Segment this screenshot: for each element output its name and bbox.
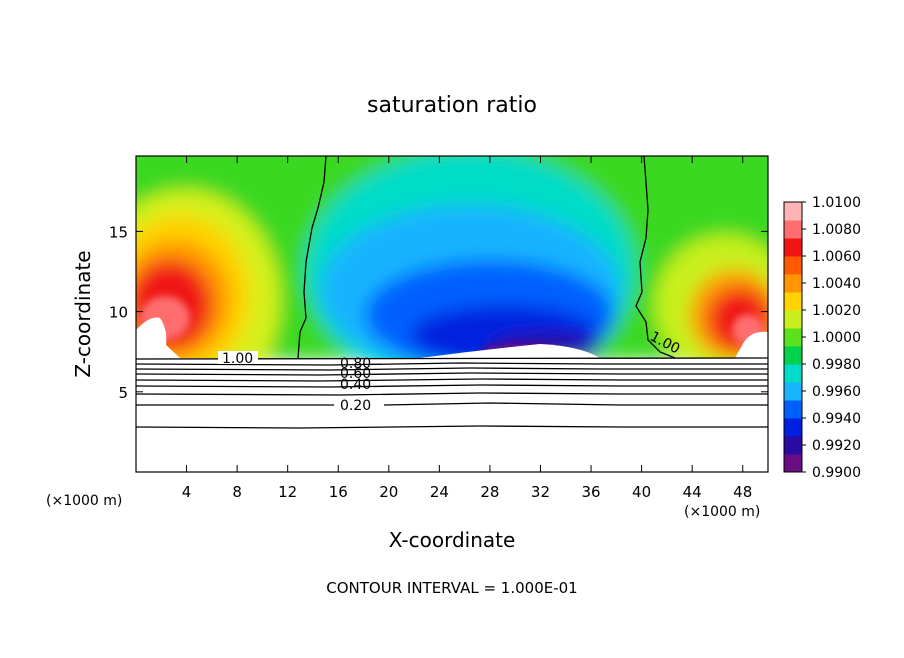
- colorbar-band: [784, 346, 802, 365]
- colorbar-band: [784, 202, 802, 221]
- x-tick-label: 4: [182, 483, 192, 501]
- contour-label-020: 0.20: [340, 398, 371, 414]
- x-tick-label: 28: [480, 483, 499, 501]
- colorbar-band: [784, 436, 802, 455]
- y-tick-label: 15: [109, 223, 128, 241]
- contour-label-060: 0.60: [340, 366, 371, 382]
- colorbar-label: 1.0080: [812, 222, 861, 238]
- colorbar-band: [784, 274, 802, 293]
- x-axis: 4 8 12 16 20 24 28 32 36 40 44 48: [182, 156, 752, 501]
- colorbar-band: [784, 364, 802, 383]
- x-tick-label: 16: [329, 483, 348, 501]
- x-tick-label: 12: [278, 483, 297, 501]
- x-tick-label: 36: [581, 483, 600, 501]
- colorbar-band: [784, 382, 802, 401]
- x-tick-label: 20: [379, 483, 398, 501]
- colorbar-band: [784, 328, 802, 347]
- x-tick-label: 24: [430, 483, 449, 501]
- colorbar-band: [784, 310, 802, 329]
- colorbar-label: 1.0060: [812, 249, 861, 265]
- x-tick-label: 32: [531, 483, 550, 501]
- y-tick-label: 10: [109, 304, 128, 322]
- colorbar-band: [784, 220, 802, 239]
- y-tick-label: 5: [118, 384, 128, 402]
- colorbar-label: 0.9940: [812, 411, 861, 427]
- colorbar-label: 1.0100: [812, 195, 861, 211]
- plot-frame: [135, 155, 769, 473]
- x-unit-right: (×1000 m): [684, 504, 760, 520]
- colorbar-band: [784, 454, 802, 473]
- x-tick-label: 8: [232, 483, 242, 501]
- y-axis-label: Z-coordinate: [71, 250, 95, 377]
- contour-label-080: 0.80: [340, 356, 371, 372]
- colorbar-label: 1.0020: [812, 303, 861, 319]
- contour-interval-footer: CONTOUR INTERVAL = 1.000E-01: [326, 579, 577, 597]
- chart-title: saturation ratio: [367, 93, 537, 118]
- x-unit-left: (×1000 m): [46, 493, 122, 509]
- contour-label-100: 1.00: [222, 351, 253, 367]
- x-tick-label: 48: [733, 483, 752, 501]
- colorbar-labels: 1.0100 1.0080 1.0060 1.0040 1.0020 1.0000 0.99…: [802, 195, 861, 481]
- colorbar-label: 0.9980: [812, 357, 861, 373]
- colorbar-label: 0.9900: [812, 465, 861, 481]
- colorbar: [783, 201, 803, 473]
- colorbar-label: 1.0040: [812, 276, 861, 292]
- contour-label-040: 0.40: [340, 377, 371, 393]
- colorbar-band: [784, 292, 802, 311]
- colorbar-label: 0.9920: [812, 438, 861, 454]
- y-axis: 5 10 15: [109, 223, 768, 402]
- x-tick-label: 40: [632, 483, 651, 501]
- colorbar-label: 1.0000: [812, 330, 861, 346]
- colorbar-band: [784, 418, 802, 437]
- colorbar-band: [784, 256, 802, 275]
- x-tick-label: 44: [683, 483, 702, 501]
- saturation-field: [136, 156, 768, 472]
- colorbar-band: [784, 238, 802, 257]
- x-axis-label: X-coordinate: [389, 528, 516, 552]
- colorbar-band: [784, 400, 802, 419]
- colorbar-label: 0.9960: [812, 384, 861, 400]
